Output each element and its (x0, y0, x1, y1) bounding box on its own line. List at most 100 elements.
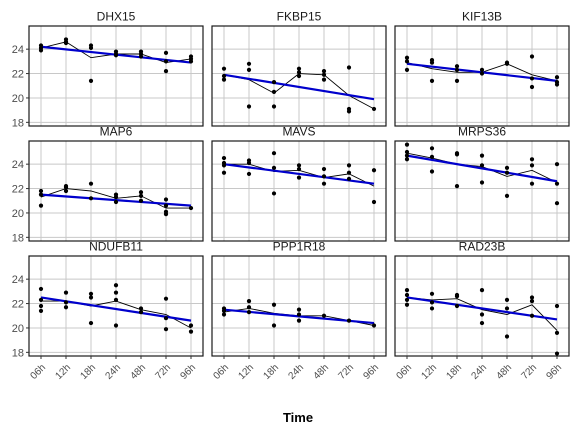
data-point (88, 291, 94, 296)
x-tick-label: 72h (153, 362, 173, 382)
data-point (479, 320, 485, 326)
panel-border (394, 140, 570, 242)
x-tick-label: 96h (361, 362, 381, 382)
data-point (404, 59, 410, 64)
data-point (504, 306, 510, 311)
data-point (529, 163, 535, 168)
data-point (504, 297, 510, 303)
data-point (554, 181, 560, 186)
data-point (346, 106, 352, 112)
data-point (188, 329, 194, 334)
data-point (479, 312, 485, 317)
y-tick-label: 22 (12, 184, 24, 196)
data-point (113, 49, 119, 54)
data-point (296, 66, 302, 71)
data-point (138, 306, 144, 311)
data-point (163, 203, 169, 208)
data-point (371, 199, 377, 205)
data-point (88, 181, 94, 186)
data-point (479, 288, 485, 293)
data-point (429, 291, 435, 296)
data-point (163, 327, 169, 332)
data-point (321, 77, 327, 82)
data-point (454, 67, 460, 73)
data-point (529, 54, 535, 59)
data-point (38, 308, 44, 313)
data-point (113, 323, 119, 328)
data-point (504, 334, 510, 339)
data-point (246, 171, 252, 177)
y-tick-label: 18 (12, 347, 24, 359)
data-point (63, 40, 69, 46)
x-tick-label: 24h (286, 362, 306, 382)
data-point (221, 77, 227, 82)
data-point (321, 181, 327, 186)
data-point (221, 160, 227, 166)
data-point (296, 163, 302, 168)
panel-ppp1r18: PPP1R18 06h 12h 18h 24h 48h 72h 96h (211, 240, 387, 382)
data-point (296, 166, 302, 172)
data-point (404, 142, 410, 147)
data-point (504, 170, 510, 175)
x-tick-label: 24h (103, 362, 123, 382)
data-point (63, 188, 69, 194)
data-point (529, 299, 535, 304)
data-point (479, 163, 485, 168)
data-point (321, 313, 327, 318)
data-point (454, 292, 460, 298)
data-point (163, 316, 169, 321)
x-tick-label: 96h (178, 362, 198, 382)
panel-title: RAD23B (459, 240, 506, 254)
data-point (554, 162, 560, 167)
y-tick-label: 20 (12, 323, 24, 335)
data-point (404, 153, 410, 158)
data-point (454, 184, 460, 189)
panel-title: KIF13B (462, 10, 502, 24)
data-point (246, 299, 252, 304)
data-point (163, 296, 169, 301)
x-tick-label: 12h (53, 362, 73, 382)
data-point (63, 184, 69, 189)
data-point (246, 158, 252, 163)
data-point (554, 351, 560, 356)
data-point (404, 302, 410, 307)
panel-fkbp15: FKBP15 (211, 10, 387, 127)
panel-title: MAVS (282, 125, 315, 139)
panel-map6: MAP6 18 20 22 24 (12, 125, 204, 244)
data-point (321, 72, 327, 77)
panel-title: NDUFB11 (89, 240, 143, 254)
data-point (554, 79, 560, 85)
data-point (113, 290, 119, 295)
data-point (246, 305, 252, 310)
x-tick-label: 48h (494, 362, 514, 382)
data-point (63, 305, 69, 310)
data-point (454, 151, 460, 156)
x-tick-label: 18h (78, 362, 98, 382)
panel-border (28, 140, 204, 242)
data-point (404, 288, 410, 293)
data-point (88, 43, 94, 48)
data-point (38, 303, 44, 309)
panel-border (28, 25, 204, 127)
panel-border (211, 140, 387, 242)
data-point (38, 188, 44, 194)
data-point (429, 300, 435, 305)
data-point (113, 283, 119, 288)
data-point (321, 166, 327, 172)
x-tick-label: 12h (236, 362, 256, 382)
y-tick-label: 22 (12, 69, 24, 81)
data-point (346, 170, 352, 175)
data-point (138, 198, 144, 203)
x-tick-label: 96h (544, 362, 564, 382)
y-tick-label: 24 (12, 159, 24, 171)
data-point (429, 78, 435, 83)
data-point (38, 286, 44, 292)
data-point (271, 165, 277, 170)
y-tick-label: 18 (12, 232, 24, 244)
data-point (371, 168, 377, 173)
data-point (221, 312, 227, 317)
data-point (479, 71, 485, 76)
data-point (113, 199, 119, 205)
data-point (88, 320, 94, 326)
data-point (188, 54, 194, 59)
